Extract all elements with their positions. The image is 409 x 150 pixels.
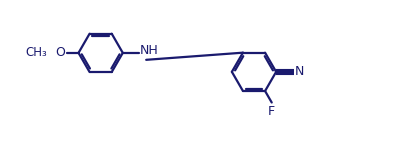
Text: CH₃: CH₃ <box>25 46 47 59</box>
Text: F: F <box>267 105 274 118</box>
Text: O: O <box>56 46 65 59</box>
Text: N: N <box>294 65 303 78</box>
Text: NH: NH <box>140 44 159 57</box>
